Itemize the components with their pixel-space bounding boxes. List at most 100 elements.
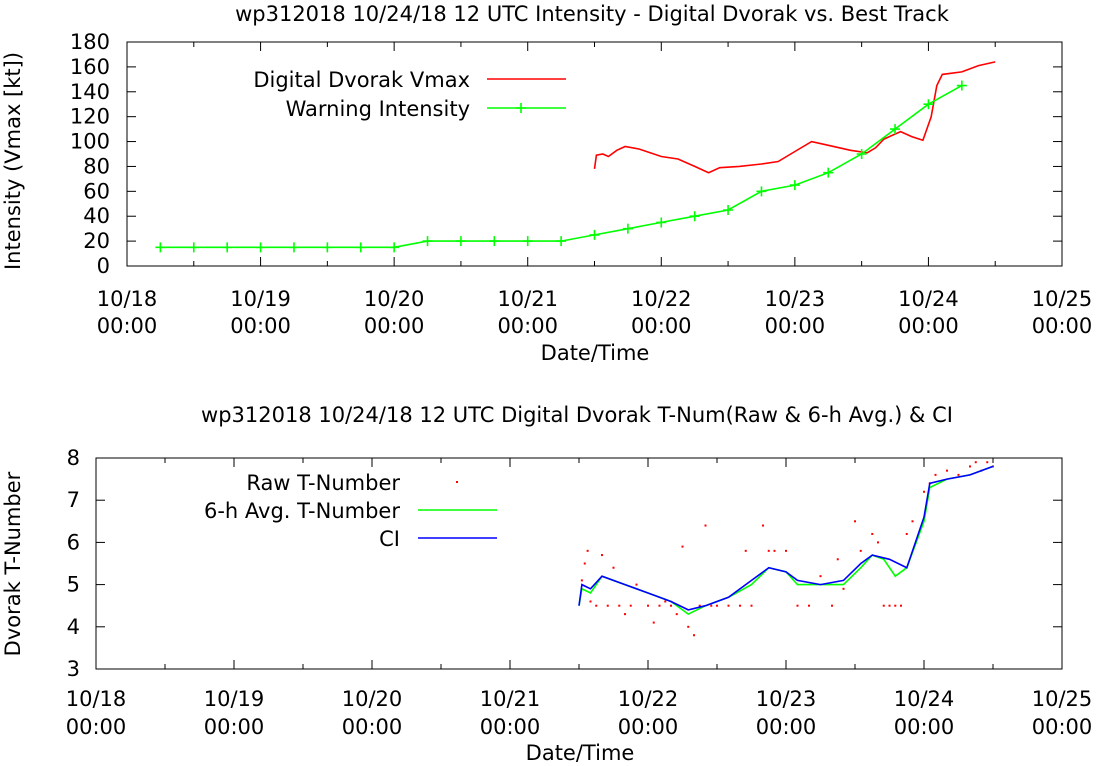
data-point [629, 604, 632, 607]
legend-marker [456, 481, 458, 483]
data-point [819, 575, 822, 578]
data-point [986, 461, 989, 464]
legend-marker [516, 103, 526, 113]
y-axis-label: Dvorak T-Number [1, 471, 25, 656]
data-point [762, 524, 764, 527]
x-tick-label: 10/25 [1032, 687, 1093, 711]
chart-title: wp312018 10/24/18 12 UTC Intensity - Dig… [235, 2, 950, 26]
data-point [489, 236, 500, 247]
axis-ticks: 3 4 5 6 7 8 10/18 00:00 10/19 00:00 10/20 00:00 10/2… [66, 446, 1093, 739]
data-point [583, 562, 586, 565]
legend-label: Raw T-Number [246, 471, 400, 495]
x-tick-label: 10/18 [97, 287, 158, 311]
x-tick-label: 00:00 [894, 715, 955, 739]
data-point [823, 167, 834, 178]
data-point [871, 532, 874, 535]
x-tick-label: 00:00 [631, 314, 692, 338]
data-point [681, 545, 684, 548]
data-point [882, 604, 885, 607]
chart-title: wp312018 10/24/18 12 UTC Digital Dvorak … [201, 403, 953, 427]
data-point [155, 242, 166, 253]
legend-label: 6-h Avg. T-Number [204, 499, 400, 523]
data-point [422, 236, 433, 247]
data-point [710, 604, 713, 607]
data-point [455, 236, 466, 247]
data-point [773, 549, 776, 552]
data-point [188, 242, 199, 253]
data-point [789, 180, 800, 191]
y-tick-label: 100 [70, 130, 110, 154]
x-tick-label: 00:00 [756, 715, 817, 739]
data-point [877, 541, 879, 544]
data-point [255, 242, 266, 253]
y-tick-label: 80 [83, 154, 110, 178]
data-point [946, 469, 948, 472]
x-axis-label: Date/Time [526, 741, 635, 765]
data-point [727, 604, 730, 607]
y-tick-label: 7 [67, 488, 80, 512]
data-point [750, 604, 753, 607]
data-point [923, 99, 934, 110]
x-tick-label: 10/20 [364, 287, 425, 311]
x-tick-label: 00:00 [230, 314, 291, 338]
x-tick-label: 10/20 [342, 687, 403, 711]
legend-dot [456, 481, 458, 483]
data-point [612, 566, 615, 569]
x-tick-label: 00:00 [1032, 715, 1093, 739]
x-tick-label: 10/23 [765, 287, 826, 311]
data-point [856, 149, 867, 159]
data-point [785, 549, 787, 552]
data-point [675, 613, 678, 616]
series-line [593, 61, 996, 174]
data-point [658, 604, 661, 607]
x-axis-label: Date/Time [541, 341, 650, 365]
legend-label: CI [379, 527, 400, 551]
series-line [578, 465, 994, 616]
plot-frame [126, 41, 1063, 267]
data-point [831, 604, 833, 607]
data-point [618, 604, 621, 607]
series-line [578, 465, 994, 611]
data-point [969, 465, 971, 468]
y-tick-label: 20 [83, 229, 110, 253]
data-point [389, 242, 400, 253]
data-point [586, 549, 589, 552]
x-tick-label: 10/19 [204, 687, 265, 711]
x-tick-label: 10/22 [618, 687, 679, 711]
x-tick-label: 10/23 [756, 687, 817, 711]
data-point [647, 604, 649, 607]
x-tick-label: 00:00 [342, 715, 403, 739]
data-point [222, 242, 233, 253]
x-tick-label: 10/24 [894, 687, 955, 711]
data-point [716, 604, 718, 607]
legend-label: Digital Dvorak Vmax [253, 68, 470, 92]
x-tick-label: 00:00 [765, 314, 826, 338]
data-point [288, 242, 299, 253]
data-point [693, 634, 695, 637]
data-point [589, 229, 600, 240]
plot-frame [95, 457, 1063, 670]
y-tick-label: 160 [70, 55, 110, 79]
data-point [652, 621, 655, 624]
data-point [854, 520, 856, 523]
data-point [888, 604, 891, 607]
y-tick-label: 5 [67, 573, 80, 597]
y-tick-label: 3 [67, 657, 80, 681]
data-point [556, 236, 567, 247]
data-point [911, 520, 914, 523]
data-point [767, 549, 770, 552]
data-point [744, 549, 747, 552]
data-point [589, 600, 592, 603]
data-point [664, 600, 667, 603]
data-point [522, 236, 533, 247]
x-tick-label: 10/19 [230, 287, 291, 311]
x-tick-label: 10/25 [1032, 287, 1093, 311]
data-point [601, 554, 603, 557]
data-point [595, 604, 598, 607]
data-point [698, 604, 701, 607]
data-point [689, 211, 700, 222]
data-point [739, 604, 741, 607]
legend-marker-plus [516, 103, 526, 113]
